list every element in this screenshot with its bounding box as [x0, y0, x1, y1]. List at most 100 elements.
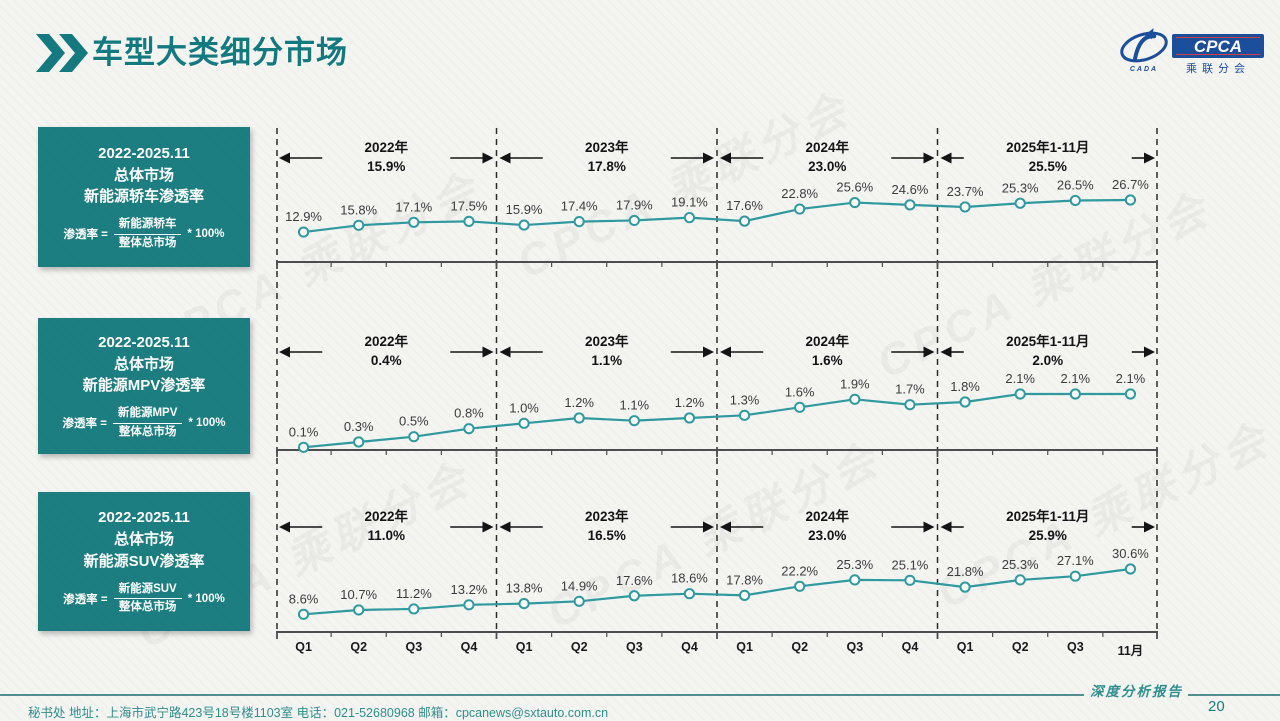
- data-point-label: 1.6%: [785, 384, 815, 399]
- data-point: [463, 423, 475, 435]
- section-year-label: 2022年: [364, 333, 408, 349]
- arrowhead-right-icon: [703, 346, 714, 358]
- data-point: [959, 581, 971, 593]
- label-metric: 新能源SUV渗透率: [83, 552, 205, 570]
- formula: 渗透率 = 新能源SUV 整体总市场 * 100%: [63, 582, 225, 616]
- section-year-label: 2022年: [364, 139, 408, 155]
- data-point: [408, 431, 420, 443]
- section-year-label: 2024年: [805, 508, 849, 524]
- data-point: [1014, 388, 1026, 400]
- data-point: [794, 580, 806, 592]
- x-axis-label: Q4: [460, 640, 478, 654]
- section-year-label: 2025年1-11月: [1006, 508, 1089, 524]
- logo-brand-text: 乘联分会: [1186, 62, 1250, 75]
- data-point: [628, 214, 640, 227]
- arrowhead-right-icon: [923, 346, 935, 358]
- series-line: [303, 392, 1131, 449]
- x-axis-label: Q1: [736, 640, 753, 654]
- arrowhead-left-icon: [720, 521, 731, 533]
- formula-lhs: 渗透率 =: [63, 593, 108, 606]
- section-year-value: 0.4%: [371, 353, 402, 368]
- page-number: 20: [1208, 698, 1225, 715]
- data-point-label: 1.0%: [509, 400, 539, 415]
- section-year-label: 2024年: [805, 333, 849, 349]
- data-point: [738, 409, 751, 421]
- data-point: [904, 574, 916, 586]
- double-chevron-icon: [36, 34, 88, 72]
- data-point-label: 1.8%: [950, 379, 980, 394]
- section-year-value: 1.1%: [591, 353, 622, 368]
- arrowhead-right-icon: [482, 152, 494, 164]
- section-year-label: 2023年: [585, 508, 629, 524]
- data-point-label: 1.2%: [564, 395, 594, 410]
- cpca-logo: CADA CPCA 乘联分会: [1120, 28, 1264, 75]
- data-point: [738, 589, 751, 601]
- arrowhead-left-icon: [279, 346, 290, 358]
- section-year-value: 17.8%: [588, 159, 626, 174]
- data-point-label: 26.7%: [1112, 177, 1149, 192]
- data-point-label: 2.1%: [1060, 371, 1090, 386]
- label-metric: 新能源MPV渗透率: [82, 377, 206, 395]
- section-year-label: 2023年: [585, 333, 629, 349]
- data-point-label: 11.2%: [396, 586, 432, 601]
- data-point: [1014, 574, 1026, 586]
- data-point-label: 17.1%: [395, 199, 432, 214]
- data-point: [1124, 194, 1137, 206]
- arrowhead-right-icon: [482, 521, 494, 533]
- chart-label-box-suv: 2022-2025.11 总体市场 新能源SUV渗透率 渗透率 = 新能源SUV…: [38, 492, 250, 631]
- data-point-label: 27.1%: [1057, 553, 1094, 568]
- formula-multiplier: * 100%: [188, 417, 226, 430]
- arrowhead-left-icon: [279, 521, 290, 533]
- data-point: [353, 436, 365, 448]
- formula-fraction: 新能源轿车 整体总市场: [113, 217, 182, 251]
- section-year-value: 16.5%: [588, 528, 626, 543]
- data-point: [353, 604, 365, 616]
- data-point-label: 10.7%: [340, 587, 377, 602]
- formula-multiplier: * 100%: [187, 592, 225, 605]
- section-year-label: 2025年1-11月: [1006, 139, 1089, 155]
- data-point: [904, 399, 916, 411]
- data-point-label: 2.1%: [1116, 371, 1146, 386]
- arrowhead-right-icon: [1144, 521, 1155, 533]
- data-point: [1069, 570, 1081, 582]
- arrowhead-left-icon: [720, 152, 731, 164]
- series-line: [303, 567, 1131, 616]
- x-axis-label: Q1: [956, 640, 974, 654]
- data-point-label: 17.4%: [561, 199, 598, 214]
- section-year-value: 2.0%: [1032, 353, 1063, 368]
- data-point-label: 13.2%: [451, 582, 488, 597]
- data-point-label: 24.6%: [892, 182, 929, 197]
- label-market: 总体市场: [113, 531, 174, 549]
- data-point-label: 22.2%: [781, 563, 818, 578]
- page-title: 车型大类细分市场: [92, 35, 348, 70]
- x-axis-label: Q3: [1066, 640, 1084, 654]
- data-point: [463, 215, 475, 227]
- data-point-label: 1.2%: [675, 395, 705, 410]
- footer-divider: [0, 694, 1084, 696]
- formula-numerator: 新能源MPV: [112, 406, 183, 424]
- chart-mpv: 2022年 0.4% 2023年 1.1% 2024年 1.6% 2025年1-11月 2.0…: [276, 333, 1158, 457]
- x-axis-label: Q4: [901, 640, 919, 654]
- data-point-label: 18.6%: [671, 571, 708, 586]
- formula-denominator: 整体总市场: [118, 236, 177, 249]
- data-point: [573, 215, 585, 228]
- data-point: [1124, 563, 1137, 575]
- arrowhead-left-icon: [499, 152, 511, 164]
- chart-suv: 2022年 11.0% 2023年 16.5% 2024年 23.0% 2025年1-11月…: [276, 508, 1158, 639]
- data-point-label: 15.8%: [340, 202, 377, 217]
- section-dividers: [276, 128, 1158, 632]
- formula-fraction: 新能源MPV 整体总市场: [112, 406, 183, 440]
- data-point: [628, 590, 640, 602]
- arrowhead-right-icon: [1144, 152, 1155, 164]
- data-point: [849, 393, 861, 405]
- data-point-label: 0.3%: [344, 419, 374, 434]
- data-point: [1124, 388, 1137, 400]
- data-point: [959, 396, 971, 408]
- chart-label-box-sedan: 2022-2025.11 总体市场 新能源轿车渗透率 渗透率 = 新能源轿车 整…: [38, 127, 250, 267]
- data-point-label: 14.9%: [561, 578, 598, 593]
- data-point: [904, 199, 916, 211]
- data-point: [353, 219, 365, 231]
- data-point: [849, 574, 861, 586]
- data-point-label: 1.1%: [619, 398, 649, 413]
